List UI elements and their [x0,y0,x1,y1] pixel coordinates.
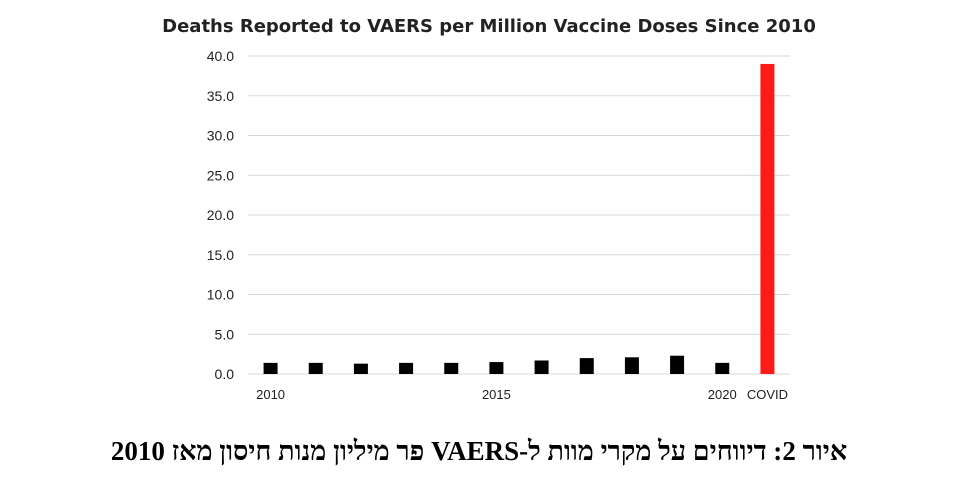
bar-chart-svg: Deaths Reported to VAERS per Million Vac… [162,16,816,402]
bar-2019 [670,355,685,374]
bar-2017 [579,358,594,374]
bar-2014 [444,362,459,374]
x-tick-label: COVID [747,387,788,402]
y-tick-label: 30.0 [207,128,234,144]
y-tick-label: 40.0 [207,48,234,64]
bar-2020 [715,362,730,374]
y-tick-label: 5.0 [215,326,235,342]
bar-2011 [308,362,323,374]
y-tick-label: 35.0 [207,88,234,104]
chart-title: Deaths Reported to VAERS per Million Vac… [162,16,816,37]
x-tick-label: 2010 [256,387,285,402]
bar-2012 [353,363,368,374]
chart: Deaths Reported to VAERS per Million Vac… [162,16,816,402]
y-tick-label: 20.0 [207,207,234,223]
x-tick-label: 2015 [482,387,511,402]
figure-caption: איור 2: דיווחים על מקרי מוות ל-VAERS פר … [110,436,848,466]
y-tick-label: 0.0 [215,366,235,382]
bar-2010 [263,362,278,374]
y-tick-label: 25.0 [207,167,234,183]
bar-2013 [399,362,414,374]
y-tick-label: 10.0 [207,287,234,303]
bar-covid [760,63,775,374]
bar-2018 [624,357,639,374]
bar-2016 [534,360,549,374]
y-tick-label: 15.0 [207,247,234,263]
x-tick-label: 2020 [708,387,737,402]
bar-2015 [489,362,504,374]
